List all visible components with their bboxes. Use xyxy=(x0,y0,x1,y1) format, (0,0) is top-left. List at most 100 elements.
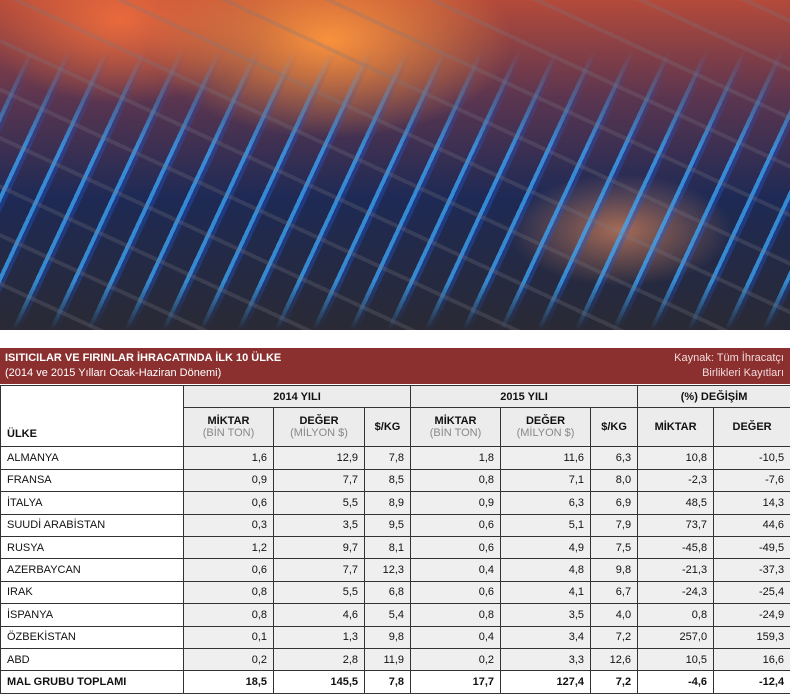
value-cell: 0,6 xyxy=(411,581,501,603)
value-cell: 0,6 xyxy=(184,492,274,514)
value-cell: -24,3 xyxy=(638,581,714,603)
value-cell: -4,6 xyxy=(638,671,714,693)
value-cell: 127,4 xyxy=(501,671,591,693)
country-cell: İTALYA xyxy=(1,492,184,514)
value-cell: 9,8 xyxy=(365,626,411,648)
country-cell: RUSYA xyxy=(1,536,184,558)
value-cell: 12,6 xyxy=(591,648,638,670)
value-cell: 73,7 xyxy=(638,514,714,536)
value-cell: 1,2 xyxy=(184,536,274,558)
value-cell: 3,5 xyxy=(274,514,365,536)
value-cell: 7,1 xyxy=(501,469,591,491)
value-cell: 145,5 xyxy=(274,671,365,693)
value-cell: 16,6 xyxy=(714,648,790,670)
table-title: ISITICILAR VE FIRINLAR İHRACATINDA İLK 1… xyxy=(5,352,281,364)
value-cell: 4,8 xyxy=(501,559,591,581)
country-cell: ÖZBEKİSTAN xyxy=(1,626,184,648)
gas-flames-photo xyxy=(0,0,790,330)
value-cell: 0,1 xyxy=(184,626,274,648)
value-cell: 8,1 xyxy=(365,536,411,558)
value-cell: -24,9 xyxy=(714,604,790,626)
value-cell: -45,8 xyxy=(638,536,714,558)
value-cell: 6,9 xyxy=(591,492,638,514)
country-cell: İSPANYA xyxy=(1,604,184,626)
value-cell: 159,3 xyxy=(714,626,790,648)
source-line-2: Birlikleri Kayıtları xyxy=(702,367,784,379)
value-cell: 0,6 xyxy=(411,514,501,536)
value-cell: 6,8 xyxy=(365,581,411,603)
table-title-banner: ISITICILAR VE FIRINLAR İHRACATINDA İLK 1… xyxy=(0,348,790,384)
country-cell: ABD xyxy=(1,648,184,670)
value-cell: 7,2 xyxy=(591,626,638,648)
header-2015: 2015 YILI xyxy=(411,386,638,408)
value-cell: -2,3 xyxy=(638,469,714,491)
value-cell: 6,3 xyxy=(591,447,638,469)
value-cell: 10,5 xyxy=(638,648,714,670)
value-cell: 0,3 xyxy=(184,514,274,536)
value-cell: 0,8 xyxy=(638,604,714,626)
value-cell: 48,5 xyxy=(638,492,714,514)
header-change-miktar: MİKTAR xyxy=(638,408,714,447)
value-cell: 3,4 xyxy=(501,626,591,648)
header-2014: 2014 YILI xyxy=(184,386,411,408)
country-cell: SUUDİ ARABİSTAN xyxy=(1,514,184,536)
value-cell: 9,8 xyxy=(591,559,638,581)
value-cell: 3,3 xyxy=(501,648,591,670)
header-2015-miktar: MİKTAR(BİN TON) xyxy=(411,408,501,447)
value-cell: 5,4 xyxy=(365,604,411,626)
value-cell: 8,0 xyxy=(591,469,638,491)
value-cell: 6,7 xyxy=(591,581,638,603)
value-cell: 11,6 xyxy=(501,447,591,469)
value-cell: 8,9 xyxy=(365,492,411,514)
value-cell: 7,5 xyxy=(591,536,638,558)
value-cell: 7,7 xyxy=(274,559,365,581)
value-cell: -25,4 xyxy=(714,581,790,603)
country-cell: ALMANYA xyxy=(1,447,184,469)
header-2014-deger: DEĞER(MİLYON $) xyxy=(274,408,365,447)
value-cell: 5,5 xyxy=(274,492,365,514)
value-cell: 3,5 xyxy=(501,604,591,626)
value-cell: 0,8 xyxy=(411,469,501,491)
value-cell: 2,8 xyxy=(274,648,365,670)
source-line-1: Kaynak: Tüm İhracatçı xyxy=(674,352,784,364)
value-cell: 0,6 xyxy=(184,559,274,581)
value-cell: 0,4 xyxy=(411,626,501,648)
country-cell: AZERBAYCAN xyxy=(1,559,184,581)
table-subtitle: (2014 ve 2015 Yılları Ocak-Haziran Dönem… xyxy=(5,367,221,379)
burner-grill xyxy=(0,0,790,330)
export-table: ÜLKE 2014 YILI 2015 YILI (%) DEĞİŞİM MİK… xyxy=(0,385,790,694)
value-cell: 1,3 xyxy=(274,626,365,648)
value-cell: 4,1 xyxy=(501,581,591,603)
country-cell: MAL GRUBU TOPLAMI xyxy=(1,671,184,693)
value-cell: 0,2 xyxy=(411,648,501,670)
value-cell: -37,3 xyxy=(714,559,790,581)
value-cell: 11,9 xyxy=(365,648,411,670)
value-cell: 4,9 xyxy=(501,536,591,558)
value-cell: 1,6 xyxy=(184,447,274,469)
value-cell: 10,8 xyxy=(638,447,714,469)
value-cell: 12,3 xyxy=(365,559,411,581)
value-cell: 7,8 xyxy=(365,671,411,693)
value-cell: -21,3 xyxy=(638,559,714,581)
value-cell: 7,8 xyxy=(365,447,411,469)
value-cell: 5,5 xyxy=(274,581,365,603)
header-change-deger: DEĞER xyxy=(714,408,790,447)
value-cell: -49,5 xyxy=(714,536,790,558)
value-cell: 44,6 xyxy=(714,514,790,536)
header-2015-perkg: $/KG xyxy=(591,408,638,447)
value-cell: 7,9 xyxy=(591,514,638,536)
value-cell: -7,6 xyxy=(714,469,790,491)
value-cell: 0,8 xyxy=(411,604,501,626)
country-cell: FRANSA xyxy=(1,469,184,491)
value-cell: 0,8 xyxy=(184,604,274,626)
value-cell: 5,1 xyxy=(501,514,591,536)
